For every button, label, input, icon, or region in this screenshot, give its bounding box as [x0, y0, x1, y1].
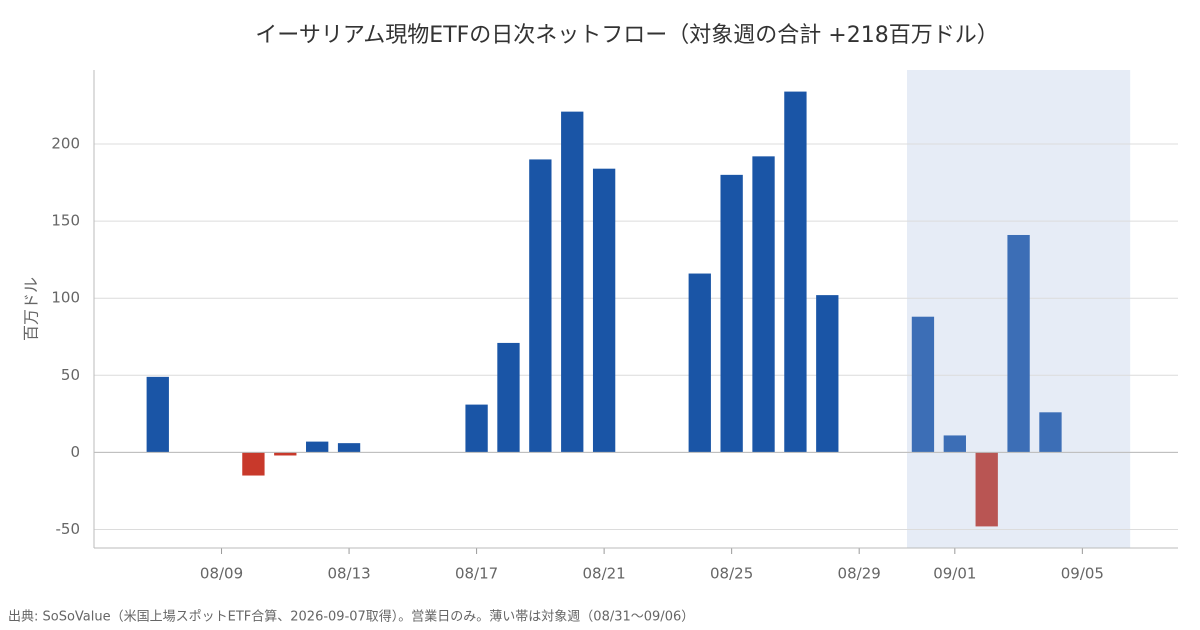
y-axis-label: 百万ドル [22, 277, 41, 341]
bar [911, 316, 935, 453]
bar [465, 404, 488, 453]
bar [561, 111, 584, 453]
source-note: 出典: SoSoValue（米国上場スポットETF合算、2026-09-07取得… [8, 609, 694, 625]
bar [529, 159, 552, 453]
bar [975, 452, 998, 527]
bar [1039, 412, 1062, 453]
x-tick-label: 08/21 [583, 565, 626, 583]
bar [497, 342, 520, 453]
bar [816, 295, 839, 453]
y-tick-label: -50 [56, 520, 81, 538]
x-tick-label: 08/17 [455, 565, 498, 583]
x-tick-label: 08/25 [710, 565, 753, 583]
x-tick-label: 09/05 [1061, 565, 1104, 583]
bar [943, 435, 966, 453]
bar [784, 91, 807, 453]
bar [242, 452, 265, 476]
y-tick-label: 0 [70, 443, 80, 461]
chart-title: イーサリアム現物ETFの日次ネットフロー（対象週の合計 +218百万ドル） [255, 23, 998, 48]
bar [146, 376, 169, 453]
y-tick-label: 150 [51, 212, 80, 230]
x-tick-label: 08/09 [200, 565, 243, 583]
y-tick-label: 50 [61, 366, 80, 384]
x-tick-label: 08/13 [327, 565, 370, 583]
bar [1007, 234, 1030, 453]
bar [720, 174, 743, 453]
bar [337, 443, 361, 453]
bar [274, 452, 297, 456]
y-tick-label: 200 [51, 135, 80, 153]
bar [306, 441, 329, 453]
y-tick-label: 100 [51, 289, 80, 307]
x-tick-label: 08/29 [838, 565, 881, 583]
plot-area: -50 0 50 100 150 200 08/09 08/13 08/17 08/21 08/25… [51, 70, 1178, 583]
bar [688, 273, 711, 453]
bar [752, 156, 775, 453]
x-tick-label: 09/01 [933, 565, 976, 583]
bar [592, 168, 616, 453]
